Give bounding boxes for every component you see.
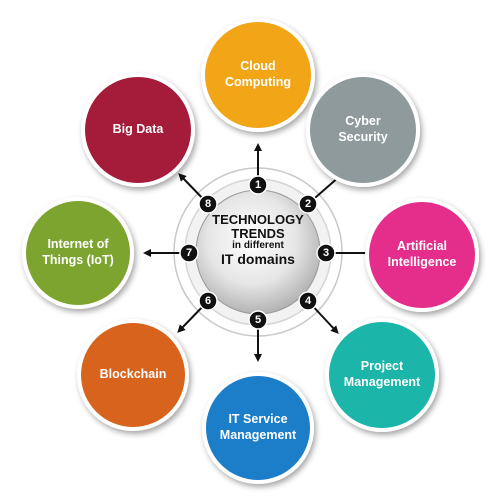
node-label-line2: Computing [225, 75, 291, 89]
node-label-blockchain: Blockchain [83, 351, 183, 399]
node-project-management [325, 318, 439, 432]
number-label-6: 6 [204, 295, 212, 307]
node-label-it-service-management: IT Service Management [208, 404, 308, 452]
node-label-line1: Cyber [345, 114, 381, 129]
node-circle-project-management [329, 322, 435, 428]
node-circle-cloud-computing [205, 22, 311, 128]
number-label-1: 1 [254, 179, 262, 191]
node-label-cloud-computing: Cloud Computing [208, 51, 308, 99]
node-label-line2: Management [219, 428, 297, 442]
node-label-cyber-security: Cyber Security [313, 106, 413, 154]
number-label-5: 5 [254, 314, 262, 326]
number-badge-1 [248, 175, 268, 195]
node-label-internet-of-things: Internet of Things (IoT) [28, 229, 128, 277]
node-label-line2: Security [338, 130, 388, 144]
number-badge-6 [198, 291, 218, 311]
node-label-line1: Artificial [396, 239, 447, 254]
node-circle-it-service-management [206, 376, 310, 480]
number-label-3: 3 [322, 247, 330, 259]
number-badge-8 [198, 194, 218, 214]
node-label-line2: Things (IoT) [42, 253, 114, 267]
node-big-data [81, 73, 195, 187]
number-label-7: 7 [185, 247, 193, 259]
node-label-line1: Blockchain [99, 367, 167, 382]
hub-title: TECHNOLOGY TRENDS in different IT domain… [198, 213, 318, 266]
node-label-line1: IT Service [228, 412, 288, 427]
node-label-line1: Cloud [240, 59, 276, 74]
number-badge-2 [298, 194, 318, 214]
node-blockchain [77, 319, 189, 431]
node-circle-internet-of-things [26, 201, 130, 305]
node-label-line1: Project [360, 359, 404, 374]
node-artificial-intelligence [365, 198, 479, 312]
node-circle-blockchain [81, 323, 185, 427]
node-label-line1: Big Data [112, 122, 164, 137]
node-circle-cyber-security [310, 77, 416, 183]
node-internet-of-things [22, 197, 134, 309]
node-label-line1: Internet of [47, 237, 109, 252]
hub-line-it-domains: IT domains [221, 250, 295, 267]
node-circle-big-data [85, 77, 191, 183]
number-label-8: 8 [204, 198, 212, 210]
node-label-big-data: Big Data [88, 106, 188, 154]
number-badge-7 [179, 243, 199, 263]
number-label-4: 4 [304, 295, 312, 307]
node-cyber-security [306, 73, 420, 187]
node-label-line2: Management [343, 375, 421, 389]
hub-line-in-different: in different [232, 240, 284, 252]
number-badge-3 [316, 243, 336, 263]
number-badge-5 [248, 310, 268, 330]
number-badge-4 [298, 291, 318, 311]
number-label-2: 2 [304, 198, 312, 210]
node-it-service-management [202, 372, 314, 484]
hub-line-trends: TRENDS [231, 225, 285, 241]
node-label-project-management: Project Management [332, 351, 432, 399]
node-circle-artificial-intelligence [369, 202, 475, 308]
node-cloud-computing [201, 18, 315, 132]
hub-line-technology: TECHNOLOGY [212, 212, 304, 227]
node-label-line2: Intelligence [387, 255, 457, 269]
node-label-artificial-intelligence: Artificial Intelligence [372, 231, 472, 279]
